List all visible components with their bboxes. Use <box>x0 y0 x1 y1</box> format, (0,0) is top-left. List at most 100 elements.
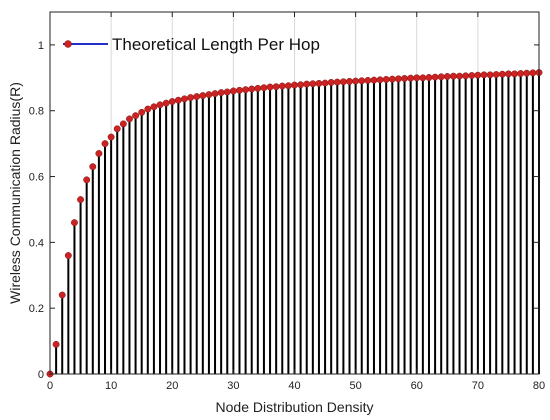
stem-layer <box>55 72 540 374</box>
stem-marker <box>205 91 213 99</box>
stem-marker <box>346 77 353 85</box>
x-axis-title: Node Distribution Density <box>216 399 374 415</box>
x-tick-label: 80 <box>533 380 545 392</box>
stem-marker <box>364 77 372 84</box>
stem-marker <box>327 78 335 86</box>
tick-layer: 0 10 20 30 40 50 60 70 80 0 0.2 0.4 0.6 0.8 1 <box>29 12 545 392</box>
stem-marker <box>303 80 311 88</box>
stem-marker <box>260 84 268 92</box>
stem-marker <box>456 72 463 80</box>
stem-marker <box>187 94 195 102</box>
stem-marker <box>284 82 292 90</box>
x-tick-label: 20 <box>166 380 178 392</box>
stem-marker <box>101 140 109 148</box>
y-tick-label: 0.6 <box>29 172 44 184</box>
stem-marker <box>211 90 219 98</box>
stem-marker <box>352 77 360 85</box>
stem-marker <box>217 89 225 97</box>
stem-marker <box>437 73 445 81</box>
stem-marker <box>480 71 488 79</box>
stem-marker <box>388 75 396 83</box>
stem-marker <box>132 112 140 120</box>
stem-marker <box>449 72 457 80</box>
stem-marker <box>339 78 347 86</box>
stem-marker <box>376 76 384 84</box>
stem-marker <box>315 79 323 87</box>
stem-marker <box>126 115 133 123</box>
stem-marker <box>431 73 439 81</box>
stem-marker <box>419 74 427 82</box>
legend: Theoretical Length Per Hop <box>63 35 320 54</box>
marker-layer <box>46 69 543 378</box>
x-tick-label: 60 <box>411 380 423 392</box>
stem-marker <box>181 95 188 103</box>
stem-marker <box>95 150 103 157</box>
stem-marker <box>309 80 317 88</box>
stem-marker <box>64 252 72 259</box>
stem-marker <box>425 74 433 81</box>
stem-marker <box>77 196 85 204</box>
stem-marker <box>297 81 305 89</box>
stem-marker <box>498 70 506 78</box>
stem-marker <box>492 71 500 78</box>
stem-marker <box>193 93 201 101</box>
stem-marker <box>58 291 66 299</box>
stem-marker <box>89 163 97 171</box>
stem-marker <box>358 77 366 85</box>
stem-marker <box>394 75 402 83</box>
legend-label: Theoretical Length Per Hop <box>112 35 320 54</box>
stem-marker <box>474 71 482 79</box>
stem-marker <box>174 96 182 104</box>
stem-marker <box>382 76 390 83</box>
stem-marker <box>407 74 415 82</box>
stem-marker <box>517 70 525 77</box>
x-tick-label: 40 <box>288 380 300 392</box>
stem-marker <box>236 86 243 94</box>
x-tick-label: 50 <box>350 380 362 392</box>
stem-marker <box>413 74 421 82</box>
stem-marker <box>107 133 115 141</box>
stem-marker <box>242 86 250 94</box>
stem-marker <box>168 98 176 105</box>
stem-marker <box>529 69 537 77</box>
stem-marker <box>113 125 121 133</box>
stem-marker <box>83 176 91 184</box>
stem-marker <box>278 82 286 90</box>
stem-marker <box>229 87 237 95</box>
y-tick-label: 0.2 <box>29 303 44 315</box>
stem-marker <box>333 78 341 86</box>
stem-marker <box>401 75 408 82</box>
stem-marker <box>156 101 164 109</box>
y-tick-label: 0.8 <box>29 106 44 118</box>
stem-marker <box>138 108 146 116</box>
stem-marker <box>52 340 60 348</box>
stem-marker <box>486 71 494 79</box>
x-tick-label: 10 <box>105 380 117 392</box>
stem-marker <box>248 85 256 93</box>
x-tick-label: 0 <box>47 380 53 392</box>
x-tick-label: 30 <box>227 380 239 392</box>
stem-marker <box>523 69 531 77</box>
stem-marker <box>266 83 274 91</box>
stem-marker <box>144 105 152 113</box>
stem-marker <box>162 99 170 107</box>
y-tick-label: 0 <box>38 369 44 381</box>
stem-marker <box>119 120 127 128</box>
stem-marker <box>321 79 329 87</box>
stem-marker <box>150 103 158 111</box>
stem-marker <box>272 83 280 91</box>
stem-marker <box>462 72 470 80</box>
stem-marker <box>254 84 262 92</box>
stem-marker <box>291 81 298 89</box>
stem-marker <box>71 219 78 227</box>
legend-marker-swatch <box>64 40 72 48</box>
y-tick-label: 0.4 <box>29 237 44 249</box>
stem-marker <box>468 72 476 79</box>
stem-marker <box>370 76 378 84</box>
stem-marker <box>504 70 512 78</box>
stem-marker <box>223 88 231 96</box>
stem-marker <box>443 73 451 80</box>
x-tick-label: 70 <box>472 380 484 392</box>
